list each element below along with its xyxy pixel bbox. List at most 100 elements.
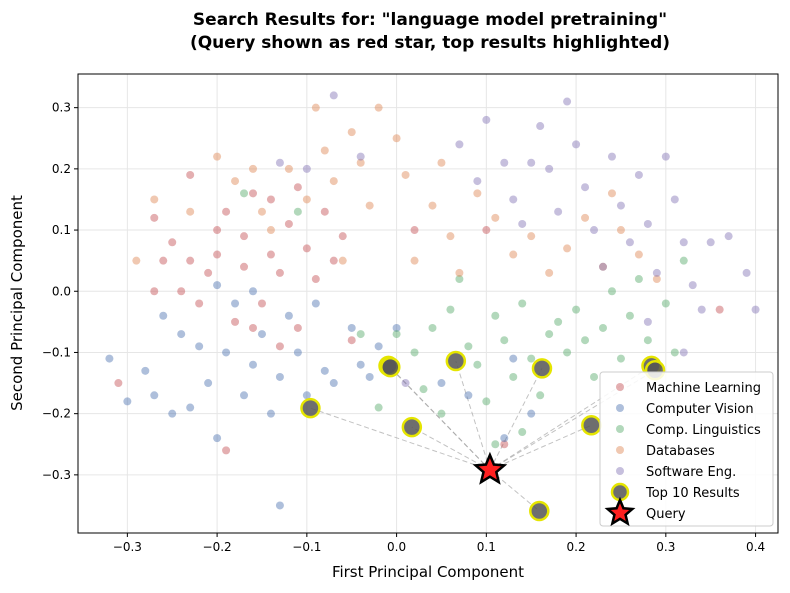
software-eng--point bbox=[643, 317, 652, 326]
comp-linguistics-point bbox=[293, 207, 302, 216]
computer-vision-point bbox=[311, 299, 320, 308]
computer-vision-point bbox=[159, 311, 168, 320]
legend-marker bbox=[616, 425, 624, 433]
legend-marker bbox=[616, 383, 624, 391]
x-tick-label: 0.3 bbox=[656, 540, 675, 554]
comp-linguistics-point bbox=[374, 403, 383, 412]
computer-vision-point bbox=[249, 360, 257, 369]
databases-point bbox=[446, 232, 455, 241]
computer-vision-point bbox=[213, 434, 222, 443]
legend-label: Query bbox=[646, 507, 686, 522]
computer-vision-point bbox=[266, 409, 275, 418]
databases-point bbox=[329, 177, 338, 186]
machine-learning-point bbox=[168, 238, 177, 247]
machine-learning-point bbox=[240, 232, 249, 241]
software-eng--point bbox=[607, 152, 616, 161]
result-link-line bbox=[489, 424, 592, 471]
comp-linguistics-point bbox=[419, 385, 428, 394]
comp-linguistics-point bbox=[643, 336, 652, 345]
result-link-line bbox=[411, 426, 491, 471]
x-tick-label: 0.2 bbox=[567, 540, 586, 554]
comp-linguistics-point bbox=[607, 287, 616, 296]
databases-point bbox=[563, 244, 572, 253]
legend-label: Top 10 Results bbox=[645, 486, 740, 501]
comp-linguistics-point bbox=[464, 342, 473, 351]
computer-vision-point bbox=[392, 323, 401, 332]
machine-learning-point bbox=[338, 232, 347, 241]
comp-linguistics-point bbox=[634, 275, 643, 284]
comp-linguistics-point bbox=[482, 397, 491, 406]
databases-point bbox=[527, 232, 536, 241]
machine-learning-point bbox=[266, 195, 275, 204]
comp-linguistics-point bbox=[590, 372, 599, 381]
machine-learning-point bbox=[311, 275, 320, 284]
databases-point bbox=[509, 250, 518, 259]
computer-vision-point bbox=[240, 391, 249, 400]
databases-point bbox=[581, 213, 590, 222]
comp-linguistics-point bbox=[563, 348, 572, 357]
legend-label: Computer Vision bbox=[646, 402, 754, 417]
software-eng--point bbox=[518, 219, 527, 228]
y-axis-label: Second Principal Component bbox=[8, 195, 26, 411]
x-tick-label: −0.3 bbox=[113, 540, 142, 554]
computer-vision-point bbox=[320, 366, 329, 375]
databases-point bbox=[186, 207, 195, 216]
machine-learning-point bbox=[114, 379, 123, 388]
legend-label: Comp. Linguistics bbox=[646, 423, 761, 438]
machine-learning-point bbox=[249, 323, 257, 332]
machine-learning-point bbox=[195, 299, 204, 308]
software-eng--point bbox=[625, 238, 634, 247]
comp-linguistics-point bbox=[616, 354, 625, 363]
comp-linguistics-point bbox=[572, 305, 581, 314]
software-eng--point bbox=[473, 177, 482, 186]
legend-box bbox=[599, 371, 774, 527]
software-eng--point bbox=[590, 226, 599, 235]
y-tick-label: −0.2 bbox=[42, 407, 71, 421]
computer-vision-point bbox=[275, 501, 284, 510]
computer-vision-point bbox=[437, 379, 446, 388]
software-eng--point bbox=[742, 268, 751, 277]
comp-linguistics-point bbox=[437, 409, 446, 418]
x-tick-label: 0.1 bbox=[477, 540, 496, 554]
software-eng--point bbox=[670, 195, 679, 204]
software-eng--point bbox=[706, 238, 715, 247]
software-eng--point bbox=[616, 201, 625, 210]
y-tick-label: 0.1 bbox=[52, 223, 71, 237]
computer-vision-point bbox=[168, 409, 177, 418]
comp-linguistics-point bbox=[410, 348, 419, 357]
computer-vision-point bbox=[293, 348, 302, 357]
databases-point bbox=[634, 250, 643, 259]
machine-learning-point bbox=[293, 323, 302, 332]
software-eng--point bbox=[688, 281, 697, 290]
databases-point bbox=[365, 201, 374, 210]
databases-point bbox=[302, 195, 311, 204]
y-tick-label: −0.1 bbox=[42, 345, 71, 359]
top-result-point bbox=[380, 356, 401, 378]
chart-subtitle: (Query shown as red star, top results hi… bbox=[190, 33, 670, 53]
legend-label: Databases bbox=[646, 444, 715, 459]
software-eng--point bbox=[581, 183, 590, 192]
software-eng--point bbox=[329, 91, 338, 100]
machine-learning-point bbox=[231, 317, 240, 326]
machine-learning-point bbox=[257, 299, 266, 308]
computer-vision-point bbox=[105, 354, 114, 363]
software-eng--point bbox=[697, 305, 706, 314]
legend-marker bbox=[616, 446, 624, 454]
x-tick-label: 0.4 bbox=[746, 540, 765, 554]
databases-point bbox=[257, 207, 266, 216]
computer-vision-point bbox=[302, 391, 311, 400]
comp-linguistics-point bbox=[500, 336, 509, 345]
x-tick-label: −0.1 bbox=[292, 540, 321, 554]
comp-linguistics-point bbox=[679, 256, 688, 265]
machine-learning-point bbox=[159, 256, 168, 265]
machine-learning-point bbox=[715, 305, 724, 314]
machine-learning-point bbox=[347, 336, 356, 345]
databases-point bbox=[213, 152, 222, 161]
computer-vision-point bbox=[374, 342, 383, 351]
comp-linguistics-point bbox=[545, 330, 554, 339]
machine-learning-point bbox=[275, 268, 284, 277]
comp-linguistics-point bbox=[536, 391, 545, 400]
software-eng--point bbox=[509, 195, 518, 204]
machine-learning-point bbox=[275, 342, 284, 351]
computer-vision-point bbox=[527, 409, 536, 418]
